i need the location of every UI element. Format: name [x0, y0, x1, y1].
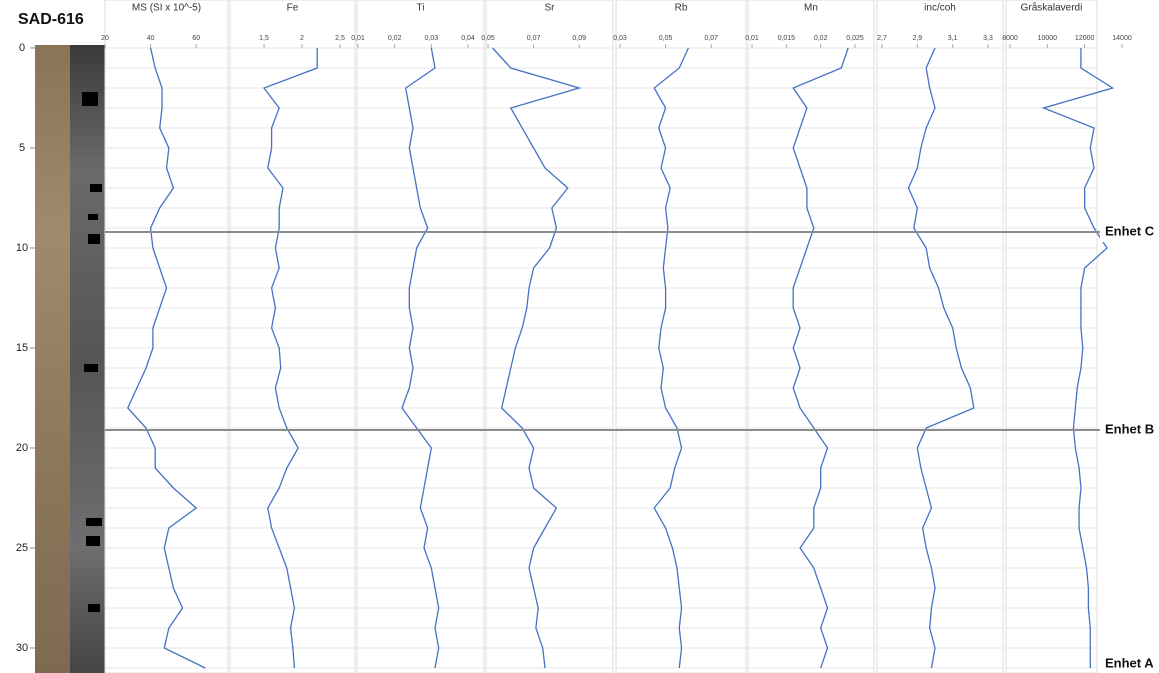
x-tick-label: 2: [300, 35, 304, 42]
x-tick-label: 0,07: [527, 35, 541, 42]
x-tick-label: 0,02: [388, 35, 402, 42]
unit-label: Enhet C: [1105, 223, 1155, 238]
y-tick-label: 20: [16, 442, 28, 454]
core-photo: [35, 45, 70, 673]
x-tick-label: 2,5: [335, 35, 345, 42]
panel-frame: [616, 0, 746, 673]
x-tick-label: 0,03: [613, 35, 627, 42]
x-tick-label: 14000: [1112, 35, 1132, 42]
x-tick-label: 10000: [1038, 35, 1058, 42]
core-xray: [70, 45, 105, 673]
x-tick-label: 0,025: [846, 35, 864, 42]
x-tick-label: 40: [147, 35, 155, 42]
x-tick-label: 0,05: [659, 35, 673, 42]
x-tick-label: 0,04: [461, 35, 475, 42]
panel-frame: [105, 0, 228, 673]
y-tick-label: 15: [16, 342, 28, 354]
y-tick-label: 30: [16, 642, 28, 654]
x-tick-label: 3,3: [983, 35, 993, 42]
x-tick-label: 0,07: [704, 35, 718, 42]
x-tick-label: 0,01: [745, 35, 759, 42]
x-tick-label: 8000: [1002, 35, 1018, 42]
core-log: SAD-616 MS (SI x 10^-5) 20 40 60 Fe 1,5 2 2,5 Ti…: [0, 0, 1159, 673]
x-tick-label: 2,9: [912, 35, 922, 42]
x-tick-label: 12000: [1075, 35, 1095, 42]
y-tick-label: 0: [19, 42, 25, 54]
y-tick-label: 25: [16, 542, 28, 554]
panel-title: Mn: [804, 3, 818, 14]
unit-label: Enhet B: [1105, 421, 1154, 436]
panel-frame: [486, 0, 613, 673]
panel-title: inc/coh: [924, 3, 956, 14]
panel-frame: [357, 0, 484, 673]
panel-frame: [230, 0, 355, 673]
panel-frame: [877, 0, 1003, 673]
y-tick-label: 5: [19, 142, 25, 154]
unit-label: Enhet A: [1105, 655, 1154, 670]
panel-title: Rb: [675, 3, 688, 14]
panel-title: Sr: [545, 3, 556, 14]
x-tick-label: 20: [101, 35, 109, 42]
panel-title: MS (SI x 10^-5): [132, 3, 201, 14]
x-tick-label: 1,5: [259, 35, 269, 42]
x-tick-label: 0,05: [481, 35, 495, 42]
x-tick-label: 0,09: [572, 35, 586, 42]
x-tick-label: 0,03: [425, 35, 439, 42]
core-label: SAD-616: [18, 11, 84, 28]
panel-frame: [748, 0, 874, 673]
x-tick-label: 0,015: [778, 35, 796, 42]
panel-title: Ti: [417, 3, 425, 14]
y-tick-label: 10: [16, 242, 28, 254]
panel-frame: [1006, 0, 1097, 673]
panel-title: Fe: [287, 3, 299, 14]
panel-title: Gråskalaverdi: [1021, 2, 1083, 14]
x-tick-label: 2,7: [877, 35, 887, 42]
x-tick-label: 0,02: [814, 35, 828, 42]
x-tick-label: 0,01: [351, 35, 365, 42]
x-tick-label: 60: [192, 35, 200, 42]
x-tick-label: 3,1: [948, 35, 958, 42]
